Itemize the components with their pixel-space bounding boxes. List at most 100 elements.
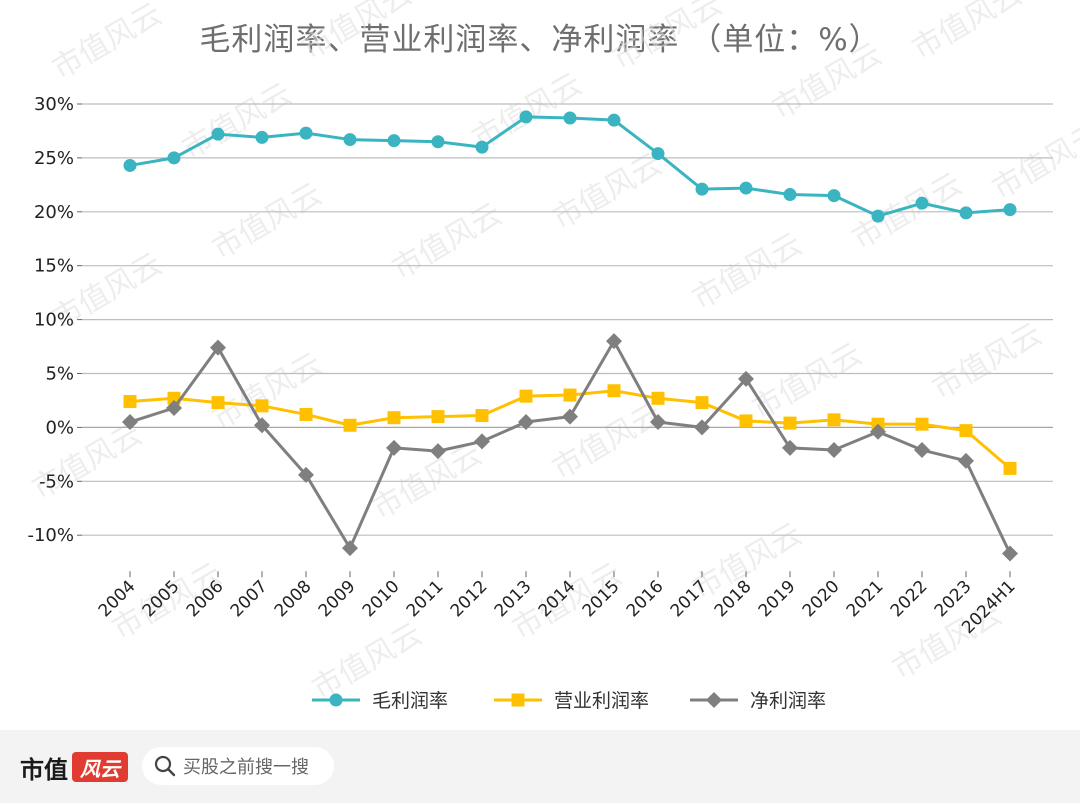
- data-point-series-3: [122, 414, 138, 431]
- data-point-series-1: [343, 133, 357, 147]
- y-tick-label: 0%: [45, 417, 74, 438]
- data-point-series-1: [959, 206, 973, 220]
- data-point-series-3: [958, 452, 974, 469]
- watermark-text: 市值风云: [47, 0, 168, 87]
- x-tick-label: 2016: [623, 577, 668, 622]
- y-tick-label: 30%: [34, 94, 74, 115]
- data-point-series-3: [914, 442, 930, 459]
- data-point-series-3: [738, 370, 754, 387]
- data-point-series-1: [563, 111, 577, 125]
- data-point-series-1: [739, 181, 753, 195]
- data-point-series-1: [299, 126, 313, 140]
- legend-marker: [706, 692, 722, 708]
- data-point-series-3: [694, 419, 710, 436]
- data-point-series-1: [211, 127, 225, 141]
- x-tick-label: 2010: [359, 577, 404, 622]
- x-tick-label: 2011: [403, 577, 448, 622]
- x-tick-label: 2012: [447, 577, 492, 622]
- watermark-text: 市值风云: [747, 337, 868, 427]
- watermark-text: 市值风云: [297, 0, 418, 67]
- x-tick-label: 2007: [227, 577, 272, 622]
- watermark-text: 市值风云: [547, 147, 668, 237]
- data-point-series-3: [166, 399, 182, 416]
- data-point-series-1: [1003, 203, 1017, 217]
- data-point-series-2: [827, 413, 841, 427]
- watermark-text: 市值风云: [927, 317, 1048, 407]
- data-point-series-3: [562, 408, 578, 425]
- y-tick-label: 10%: [34, 310, 74, 331]
- watermark-text: 市值风云: [767, 37, 888, 127]
- data-point-series-2: [431, 410, 445, 424]
- data-point-series-2: [519, 389, 533, 403]
- data-point-series-1: [651, 147, 665, 161]
- brand-text: 市值: [20, 754, 68, 784]
- data-point-series-2: [783, 416, 797, 430]
- data-point-series-3: [782, 439, 798, 456]
- data-point-series-1: [431, 135, 445, 149]
- watermark-text: 市值风云: [207, 177, 328, 267]
- data-point-series-3: [342, 540, 358, 557]
- data-point-series-2: [211, 396, 225, 410]
- data-point-series-2: [739, 414, 753, 428]
- y-tick-label: -10%: [27, 525, 74, 546]
- search-icon: [154, 755, 176, 777]
- legend-marker: [511, 693, 525, 707]
- data-point-series-3: [1002, 545, 1018, 562]
- data-point-series-1: [123, 158, 137, 172]
- data-point-series-1: [871, 209, 885, 223]
- data-point-series-2: [255, 399, 269, 413]
- y-tick-label: -5%: [39, 471, 74, 492]
- watermark-text: 市值风云: [987, 117, 1080, 207]
- data-point-series-1: [783, 188, 797, 202]
- watermark-text: 市值风云: [687, 227, 808, 317]
- brand-logo[interactable]: 市值 风云: [20, 750, 128, 784]
- watermark-text: 市值风云: [547, 397, 668, 487]
- data-point-series-2: [299, 407, 313, 421]
- watermark-text: 市值风云: [387, 197, 508, 287]
- data-point-series-3: [606, 333, 622, 350]
- data-point-series-3: [298, 466, 314, 483]
- data-point-series-1: [167, 151, 181, 165]
- y-tick-label: 5%: [45, 364, 74, 385]
- data-point-series-2: [915, 417, 929, 431]
- search-placeholder: 买股之前搜一搜: [183, 757, 309, 778]
- data-point-series-3: [650, 414, 666, 431]
- data-point-series-1: [695, 182, 709, 196]
- x-tick-label: 2022: [887, 577, 932, 622]
- data-point-series-3: [254, 417, 270, 434]
- x-tick-label: 2008: [271, 577, 316, 622]
- x-tick-label: 2009: [315, 577, 360, 622]
- data-point-series-2: [1003, 461, 1017, 475]
- data-point-series-3: [386, 439, 402, 456]
- legend-label: 毛利润率: [372, 690, 448, 712]
- data-point-series-2: [651, 391, 665, 405]
- data-point-series-3: [870, 423, 886, 440]
- y-tick-label: 25%: [34, 148, 74, 169]
- y-tick-label: 15%: [34, 256, 74, 277]
- data-point-series-3: [518, 414, 534, 431]
- y-tick-label: 20%: [34, 202, 74, 223]
- watermark-text: 市值风云: [607, 0, 728, 77]
- data-point-series-1: [255, 130, 269, 144]
- data-point-series-2: [607, 384, 621, 398]
- watermark-text: 市值风云: [177, 77, 298, 167]
- legend-marker: [329, 693, 343, 707]
- data-point-series-1: [607, 113, 621, 127]
- legend-label: 营业利润率: [554, 690, 649, 712]
- x-tick-label: 2019: [755, 577, 800, 622]
- search-box[interactable]: 买股之前搜一搜: [142, 747, 334, 785]
- data-point-series-1: [827, 189, 841, 203]
- watermark-text: 市值风云: [907, 0, 1028, 67]
- x-tick-label: 2020: [799, 577, 844, 622]
- data-point-series-2: [695, 396, 709, 410]
- data-point-series-2: [123, 395, 137, 409]
- data-point-series-3: [430, 443, 446, 460]
- x-tick-label: 2021: [843, 577, 888, 622]
- data-point-series-2: [959, 424, 973, 438]
- data-point-series-3: [210, 339, 226, 356]
- data-point-series-1: [387, 134, 401, 148]
- brand-badge: 风云: [72, 752, 128, 782]
- data-point-series-1: [915, 196, 929, 210]
- data-point-series-2: [387, 411, 401, 425]
